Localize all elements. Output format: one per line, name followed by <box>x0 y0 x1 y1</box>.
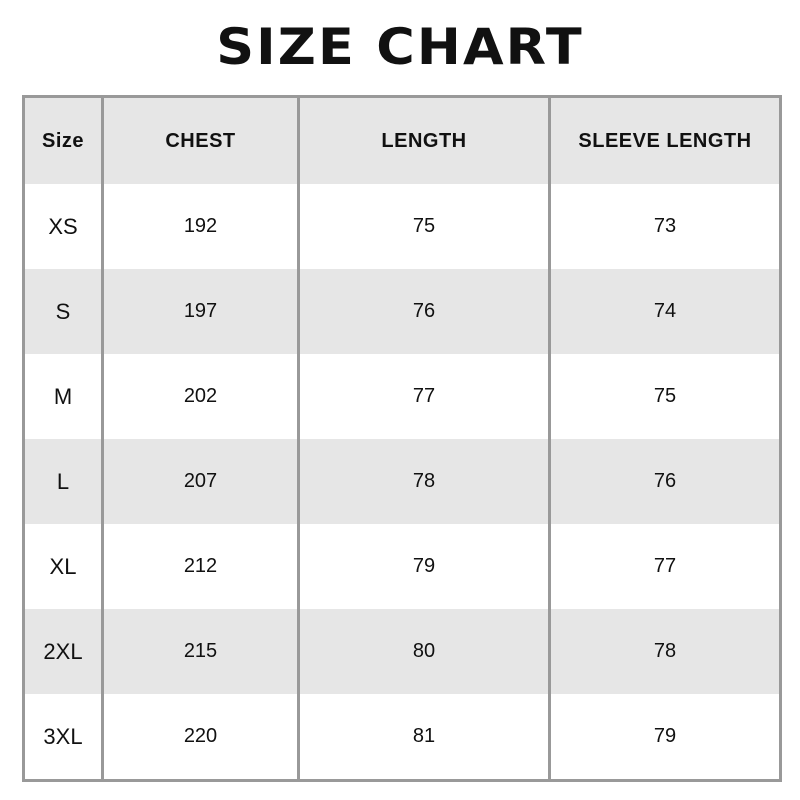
header-chest: CHEST <box>101 96 300 184</box>
table-row: XS 192 75 73 <box>22 184 782 269</box>
sleeve-length-cell: 75 <box>548 354 782 439</box>
table-row: S 197 76 74 <box>22 269 782 354</box>
length-cell: 76 <box>297 269 551 354</box>
sleeve-length-cell: 79 <box>548 694 782 781</box>
chest-cell: 212 <box>101 524 300 609</box>
sleeve-length-cell: 78 <box>548 609 782 694</box>
sleeve-length-cell: 73 <box>548 184 782 269</box>
length-cell: 78 <box>297 439 551 524</box>
chest-cell: 192 <box>101 184 300 269</box>
size-cell: L <box>22 439 104 524</box>
chest-cell: 202 <box>101 354 300 439</box>
header-sleeve-length: SLEEVE LENGTH <box>548 96 782 184</box>
table-row: L 207 78 76 <box>22 439 782 524</box>
header-length: LENGTH <box>297 96 551 184</box>
length-cell: 81 <box>297 694 551 781</box>
size-cell: M <box>22 354 104 439</box>
table-row: XL 212 79 77 <box>22 524 782 609</box>
length-cell: 80 <box>297 609 551 694</box>
size-cell: XL <box>22 524 104 609</box>
sleeve-length-cell: 77 <box>548 524 782 609</box>
sleeve-length-cell: 76 <box>548 439 782 524</box>
size-cell: S <box>22 269 104 354</box>
chest-cell: 207 <box>101 439 300 524</box>
chest-cell: 220 <box>101 694 300 781</box>
header-size: Size <box>22 96 104 184</box>
size-cell: XS <box>22 184 104 269</box>
table-header-row: Size CHEST LENGTH SLEEVE LENGTH <box>22 96 782 184</box>
length-cell: 77 <box>297 354 551 439</box>
table-row: 2XL 215 80 78 <box>22 609 782 694</box>
size-cell: 2XL <box>22 609 104 694</box>
length-cell: 79 <box>297 524 551 609</box>
size-cell: 3XL <box>22 694 104 781</box>
table-row: 3XL 220 81 79 <box>22 694 782 781</box>
length-cell: 75 <box>297 184 551 269</box>
chest-cell: 197 <box>101 269 300 354</box>
size-chart-table: Size CHEST LENGTH SLEEVE LENGTH XS 192 75 7… <box>22 95 782 782</box>
page-title: SIZE CHART <box>216 18 584 76</box>
sleeve-length-cell: 74 <box>548 269 782 354</box>
chest-cell: 215 <box>101 609 300 694</box>
table-row: M 202 77 75 <box>22 354 782 439</box>
